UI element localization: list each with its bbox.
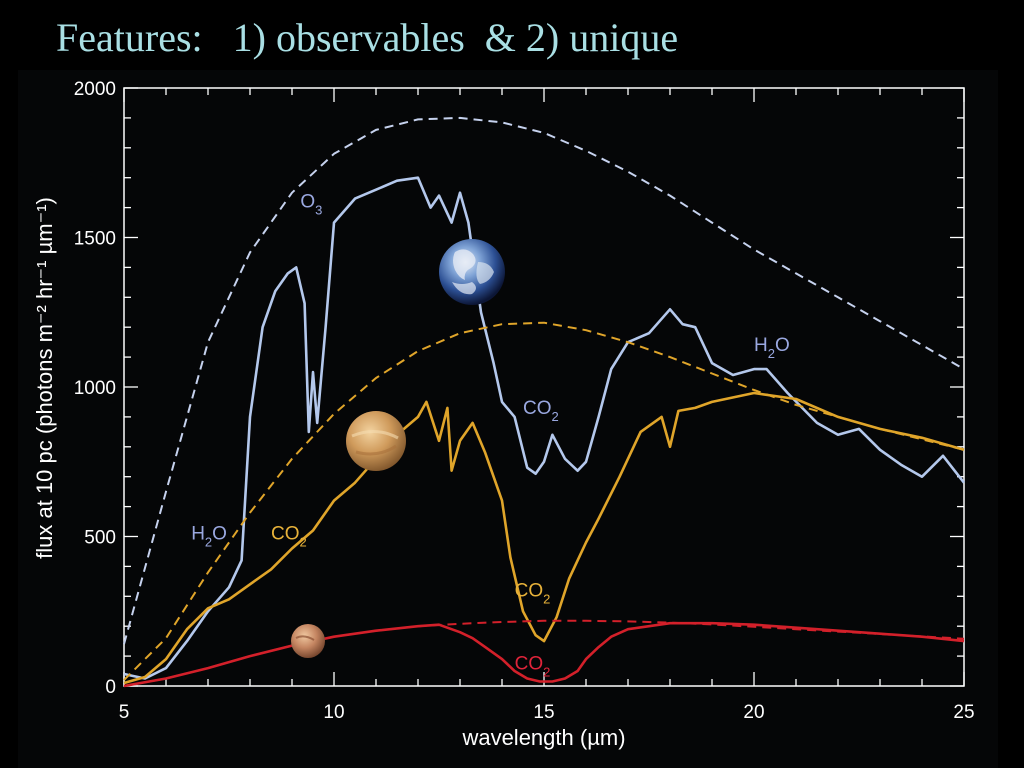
- annotation-label: H2O: [754, 335, 790, 361]
- series-line-3: [123, 321, 965, 681]
- series-line-2: [123, 391, 965, 685]
- series-line-1: [123, 116, 965, 645]
- earth-icon: [439, 239, 505, 305]
- y-tick-label: 0: [105, 677, 116, 698]
- chart-panel: [18, 70, 998, 768]
- y-tick-label: 500: [84, 528, 116, 549]
- venus-icon: [346, 411, 406, 471]
- x-tick-label: 20: [743, 702, 764, 723]
- annotation-label: O3: [300, 192, 322, 218]
- annotations: O3 H2O CO2 H2O CO2 CO2 CO2: [191, 192, 790, 680]
- series-line-0: [123, 176, 966, 680]
- x-tick-label: 15: [533, 702, 554, 723]
- slide-title: Features: 1) observables & 2) unique: [56, 15, 679, 60]
- annotation-label: CO2: [515, 580, 551, 606]
- mars-icon: [291, 624, 325, 658]
- y-axis-label: flux at 10 pc (photons m⁻² hr⁻¹ µm⁻¹): [32, 197, 57, 559]
- planet-icons: [291, 239, 505, 658]
- series-layer: [123, 116, 966, 688]
- y-tick-labels: 0 500 1000 1500 2000: [74, 79, 116, 698]
- x-tick-label: 25: [953, 702, 974, 723]
- y-tick-label: 1500: [74, 229, 116, 250]
- x-tick-label: 10: [323, 702, 344, 723]
- y-tick-label: 1000: [74, 378, 116, 399]
- annotation-label: CO2: [515, 654, 551, 680]
- y-tick-label: 2000: [74, 79, 116, 100]
- series-line-5: [123, 619, 965, 687]
- x-tick-label: 5: [119, 702, 130, 723]
- annotation-label: CO2: [523, 398, 559, 424]
- annotation-label: H2O: [191, 523, 227, 549]
- x-tick-labels: 5 10 15 20 25: [119, 702, 975, 723]
- annotation-label: CO2: [271, 523, 307, 549]
- x-axis-label: wavelength (µm): [461, 725, 625, 750]
